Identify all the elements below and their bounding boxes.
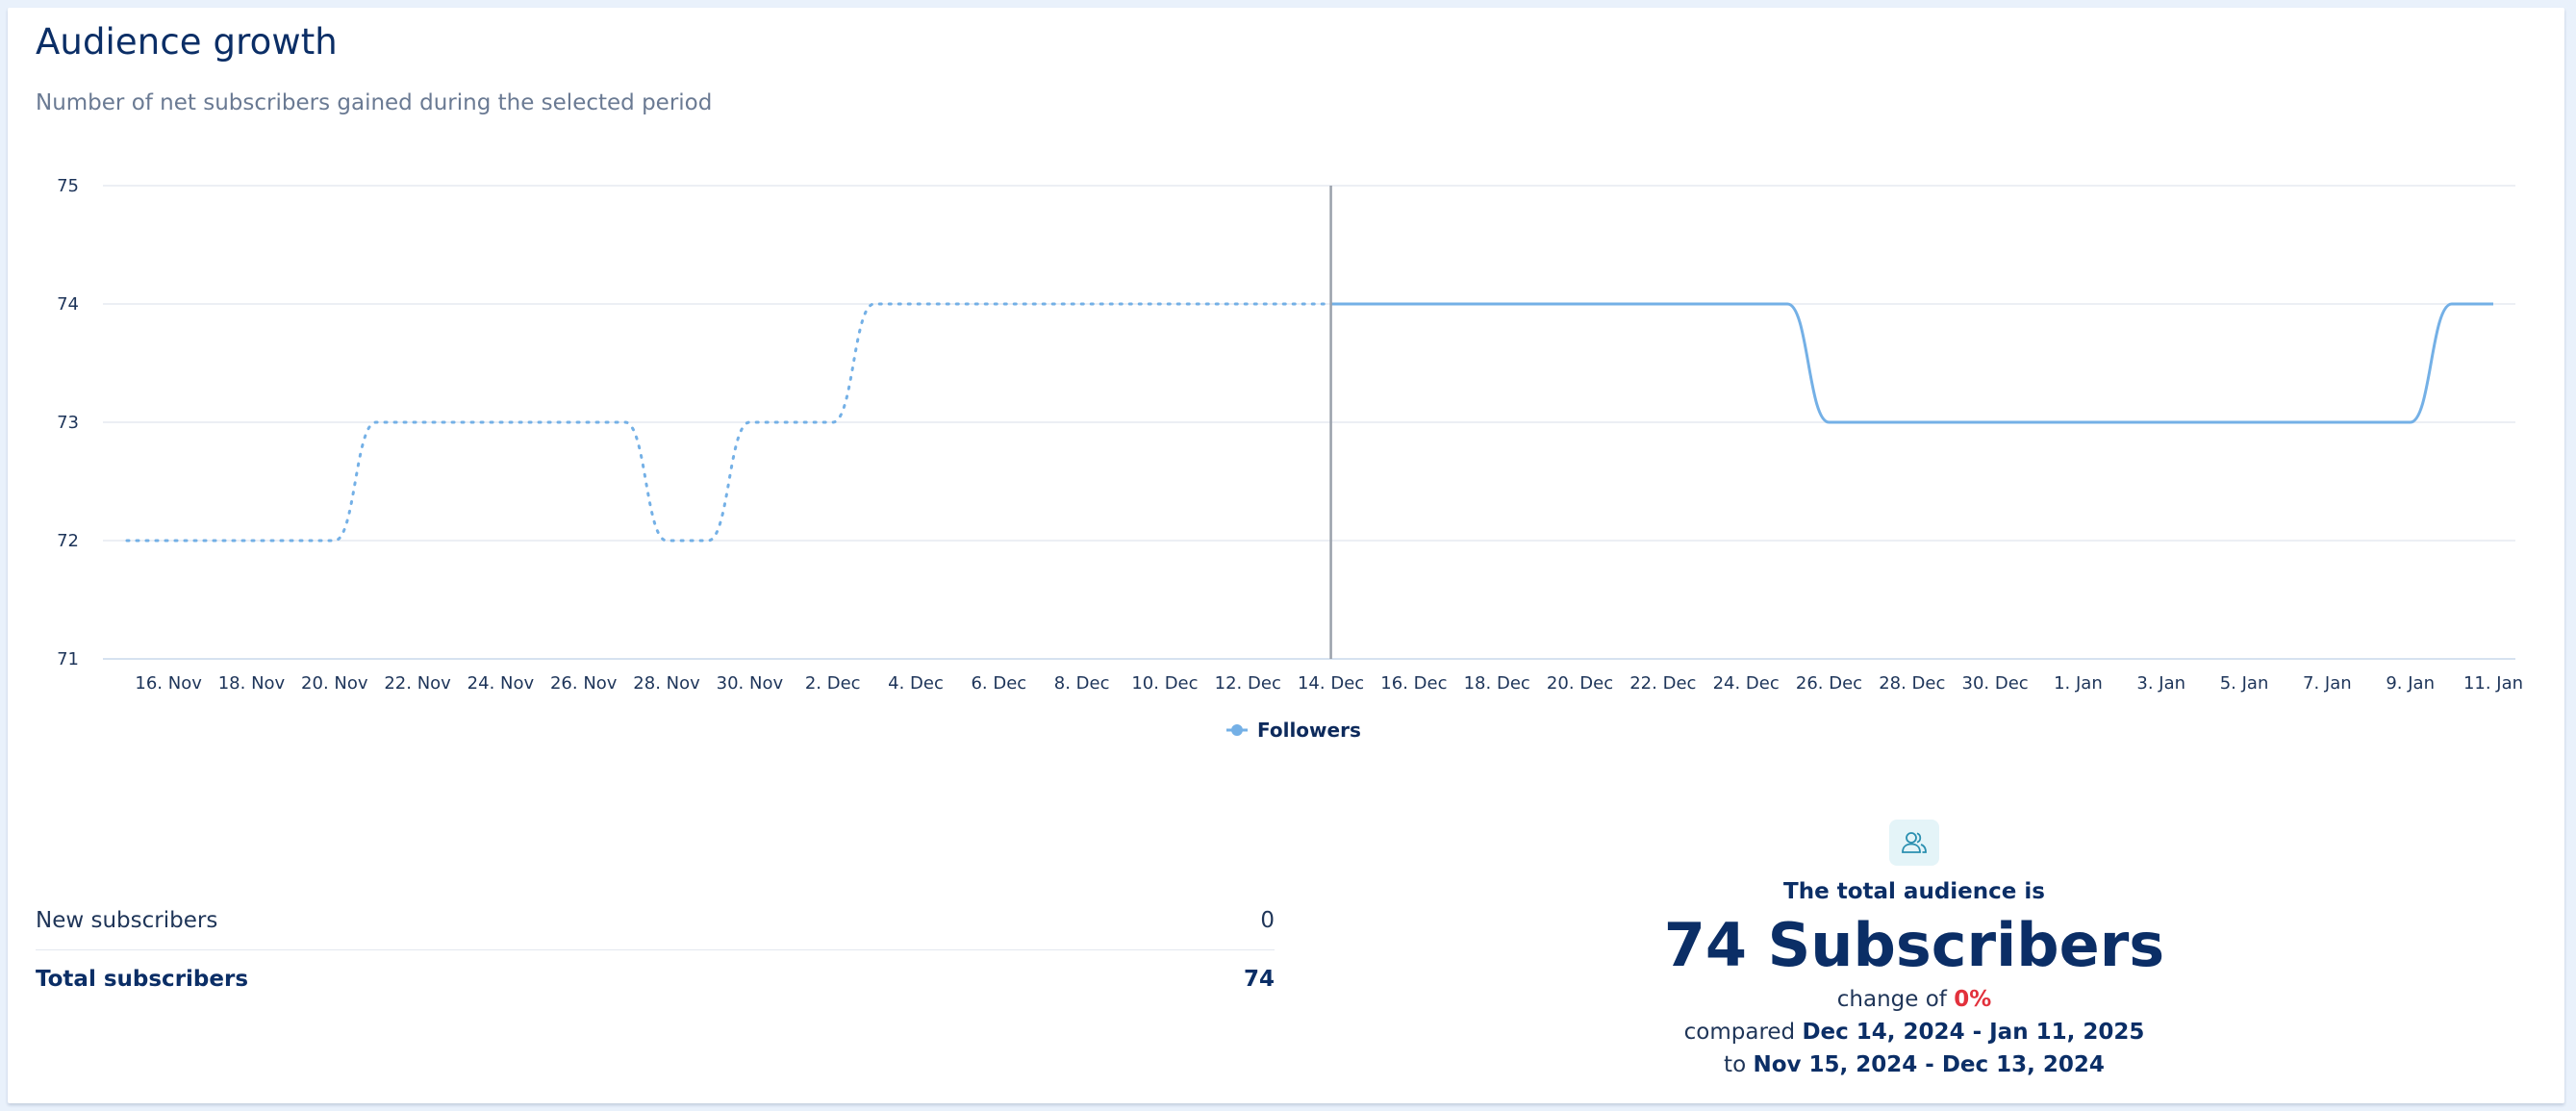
new-subscribers-value: 0 [1260,908,1275,933]
total-subscribers-value: 74 [1243,967,1275,992]
y-tick-label: 71 [57,649,79,669]
x-tick-label: 28. Dec [1879,673,1945,694]
x-tick-label: 11. Jan [2463,673,2523,694]
x-tick-label: 24. Nov [467,673,535,694]
x-tick-label: 5. Jan [2220,673,2269,694]
to-range: Nov 15, 2024 - Dec 13, 2024 [1753,1051,2105,1077]
total-subscribers-label: Total subscribers [36,967,249,992]
y-tick-label: 72 [57,531,79,551]
legend-label-followers: Followers [1257,719,1361,742]
x-tick-label: 20. Nov [301,673,368,694]
x-tick-label: 20. Dec [1547,673,1613,694]
audience-summary: The total audience is 74 Subscribers cha… [1529,820,2299,1081]
y-tick-label: 74 [57,294,79,315]
x-tick-label: 26. Nov [550,673,618,694]
x-tick-label: 16. Nov [135,673,202,694]
to-prefix: to [1724,1051,1747,1077]
audience-growth-card [8,8,2564,1103]
followers-previous-period-line [125,302,1333,543]
change-line: change of 0% [1529,983,2299,1016]
x-tick-label: 22. Dec [1629,673,1696,694]
x-tick-label: 18. Nov [218,673,286,694]
new-subscribers-label: New subscribers [36,908,218,933]
x-tick-label: 30. Dec [1962,673,2029,694]
x-tick-label: 8. Dec [1054,673,1110,694]
followers-line-chart: 75 74 73 72 71 16. Nov 18. Nov 20. Nov 22. Nov 24… [57,176,2523,742]
total-subscribers-row: Total subscribers 74 [36,950,1275,1008]
x-tick-label: 1. Jan [2054,673,2103,694]
x-tick-label: 22. Nov [384,673,451,694]
x-tick-label: 10. Dec [1131,673,1198,694]
summary-lead: The total audience is [1783,879,2045,904]
x-tick-label: 30. Nov [717,673,784,694]
x-tick-label: 16. Dec [1380,673,1447,694]
change-prefix: change of [1836,986,1947,1012]
x-tick-label: 24. Dec [1713,673,1780,694]
x-tick-label: 28. Nov [633,673,700,694]
x-tick-label: 4. Dec [888,673,944,694]
card-title: Audience growth [36,21,338,63]
change-value: 0% [1954,986,1992,1012]
x-tick-label: 12. Dec [1215,673,1281,694]
x-tick-label: 14. Dec [1298,673,1364,694]
x-tick-label: 9. Jan [2386,673,2435,694]
x-tick-label: 7. Jan [2303,673,2352,694]
y-tick-label: 73 [57,413,79,433]
summary-headline: 74 Subscribers [1663,910,2165,980]
x-tick-label: 6. Dec [971,673,1026,694]
to-line: to Nov 15, 2024 - Dec 13, 2024 [1529,1048,2299,1081]
followers-current-period-line [1330,302,2493,424]
compared-range: Dec 14, 2024 - Jan 11, 2025 [1802,1019,2145,1045]
x-tick-label: 18. Dec [1464,673,1530,694]
x-tick-label: 26. Dec [1796,673,1862,694]
card-subtitle: Number of net subscribers gained during … [36,90,713,115]
y-tick-label: 75 [57,176,79,196]
x-tick-label: 2. Dec [805,673,861,694]
compared-line: compared Dec 14, 2024 - Jan 11, 2025 [1529,1016,2299,1048]
x-tick-label: 3. Jan [2136,673,2185,694]
legend-marker [1231,724,1243,736]
compared-prefix: compared [1683,1019,1796,1045]
users-icon [1889,820,1939,866]
new-subscribers-row: New subscribers 0 [36,892,1275,950]
